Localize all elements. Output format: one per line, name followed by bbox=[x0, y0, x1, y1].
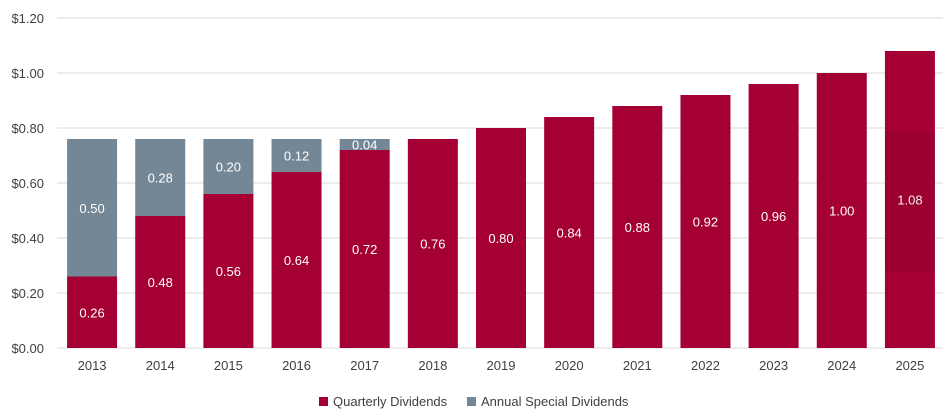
data-label: 0.80 bbox=[488, 231, 513, 246]
x-tick-label: 2016 bbox=[282, 358, 311, 373]
x-tick-label: 2014 bbox=[146, 358, 175, 373]
bar-quarterly-2020 bbox=[544, 117, 595, 348]
x-tick-label: 2022 bbox=[691, 358, 720, 373]
bar-special-2016 bbox=[271, 139, 322, 172]
data-label: 0.96 bbox=[761, 209, 786, 224]
data-label: 0.50 bbox=[79, 201, 104, 216]
x-tick-label: 2020 bbox=[555, 358, 584, 373]
bar-quarterly-2014 bbox=[135, 216, 186, 348]
bar-quarterly-2015 bbox=[203, 194, 254, 348]
y-tick-label: $0.80 bbox=[11, 121, 44, 136]
legend-label-special: Annual Special Dividends bbox=[481, 394, 629, 409]
x-tick-label: 2018 bbox=[418, 358, 447, 373]
bar-quarterly-2023 bbox=[748, 84, 799, 348]
y-tick-label: $0.40 bbox=[11, 231, 44, 246]
data-label: 0.48 bbox=[148, 275, 173, 290]
data-label: 0.28 bbox=[148, 171, 173, 186]
highlight-box bbox=[885, 133, 935, 272]
data-label: 0.20 bbox=[216, 160, 241, 175]
bar-quarterly-2018 bbox=[407, 139, 458, 348]
y-tick-label: $0.60 bbox=[11, 176, 44, 191]
bar-quarterly-2017 bbox=[339, 150, 390, 348]
x-tick-label: 2025 bbox=[895, 358, 924, 373]
data-label: 0.88 bbox=[625, 220, 650, 235]
bar-special-2017 bbox=[339, 139, 390, 150]
data-label: 0.84 bbox=[556, 226, 581, 241]
data-label: 0.26 bbox=[79, 305, 104, 320]
bar-quarterly-2013 bbox=[67, 276, 118, 348]
data-label: 0.64 bbox=[284, 253, 309, 268]
legend-swatch-quarterly bbox=[319, 397, 328, 406]
data-label: 0.12 bbox=[284, 149, 309, 164]
bar-quarterly-2021 bbox=[612, 106, 663, 348]
data-label: 0.72 bbox=[352, 242, 377, 257]
bar-quarterly-2016 bbox=[271, 172, 322, 348]
legend-swatch-special bbox=[467, 397, 476, 406]
bar-special-2013 bbox=[67, 139, 118, 277]
x-axis: 2013 2014 2015 2016 2017 2018 2019 2020 2021 2022… bbox=[78, 358, 925, 373]
x-tick-label: 2021 bbox=[623, 358, 652, 373]
x-tick-label: 2013 bbox=[78, 358, 107, 373]
x-tick-label: 2015 bbox=[214, 358, 243, 373]
y-tick-label: $0.20 bbox=[11, 286, 44, 301]
y-tick-label: $1.20 bbox=[11, 11, 44, 26]
bar-quarterly-2019 bbox=[476, 128, 526, 348]
x-tick-label: 2024 bbox=[827, 358, 856, 373]
bar-special-2014 bbox=[135, 139, 186, 216]
data-label: 0.92 bbox=[693, 215, 718, 230]
legend-label-quarterly: Quarterly Dividends bbox=[333, 394, 448, 409]
bar-quarterly-2022 bbox=[680, 95, 731, 348]
x-tick-label: 2023 bbox=[759, 358, 788, 373]
data-label: 0.56 bbox=[216, 264, 241, 279]
bar-special-2015 bbox=[203, 139, 254, 194]
data-label: 1.08 bbox=[897, 193, 922, 208]
x-tick-label: 2017 bbox=[350, 358, 379, 373]
data-label: 0.04 bbox=[352, 138, 377, 153]
y-tick-label: $1.00 bbox=[11, 66, 44, 81]
bar-quarterly-2024 bbox=[816, 73, 867, 348]
data-label: 0.76 bbox=[420, 237, 445, 252]
bar-quarterly-2025 bbox=[884, 51, 935, 348]
x-tick-label: 2019 bbox=[487, 358, 516, 373]
legend: Quarterly Dividends Annual Special Divid… bbox=[319, 394, 629, 409]
y-axis: $0.00 $0.20 $0.40 $0.60 $0.80 $1.00 $1.20 bbox=[11, 11, 44, 356]
bars: 0.26 0.50 0.48 0.28 0.56 0.20 0.64 0.12 0.72 0.04… bbox=[67, 51, 935, 348]
y-tick-label: $0.00 bbox=[11, 341, 44, 356]
data-label: 1.00 bbox=[829, 204, 854, 219]
